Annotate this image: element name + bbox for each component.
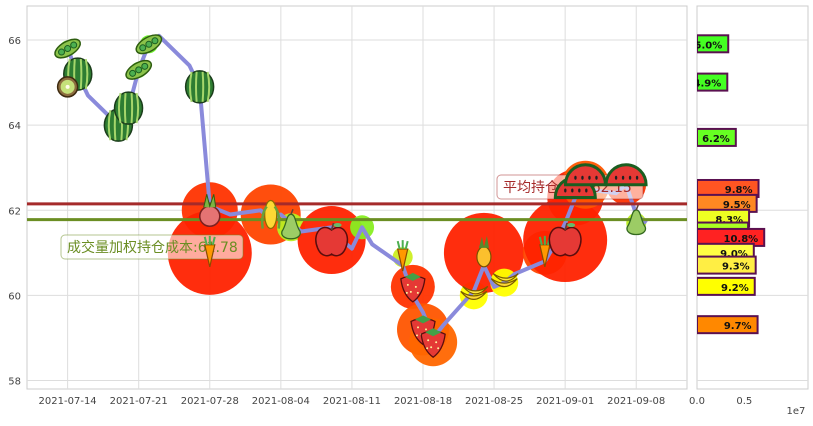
distribution-bar: 5.0% [695,34,730,54]
distribution-bar-label: 9.5% [723,200,751,211]
distribution-bar-label: 9.2% [721,283,749,294]
distribution-bar-label: 10.8% [724,234,759,245]
watermelon-icon [184,70,215,104]
main-gridlines [27,6,687,389]
side-axis-multiplier: 1e7 [787,406,806,417]
side-x-tick-label: 0.0 [689,396,705,407]
distribution-bar-label: 5.0% [695,40,723,51]
watermelon-slice-icon [604,163,648,187]
x-tick-label: 2021-09-01 [536,396,594,407]
distribution-bar-rect [697,255,757,275]
radish-icon [199,194,221,228]
x-tick-label: 2021-08-25 [465,396,523,407]
pear-icon [281,209,301,240]
side-x-tick-label: 0.5 [736,396,752,407]
distribution-bar-label: 9.8% [725,185,753,196]
pea-icon [135,34,163,55]
x-tick-label: 2021-08-04 [252,396,310,407]
banana-icon [460,285,489,300]
x-tick-label: 2021-07-28 [181,396,239,407]
distribution-bar: 9.3% [697,255,757,275]
distribution-bar-label: 9.7% [724,321,752,332]
distribution-bar-rect [697,127,737,147]
carrot-icon [396,240,409,272]
strawberry-icon [400,272,426,303]
side-bar-panel: 5.0%4.9%6.2%9.8%9.5%8.3%8.2%10.8%9.0%9.3… [689,5,809,417]
x-tick-label: 2021-09-08 [607,396,665,407]
reference-label: 成交量加权持仓成本:61.78 [60,234,244,260]
y-tick-label: 60 [8,291,21,302]
apple-icon [548,222,582,257]
y-tick-label: 64 [8,121,21,132]
distribution-bar-label: 9.0% [720,249,748,260]
reference-label-box [60,234,244,260]
distribution-bar: 6.2% [697,127,737,147]
x-tick-label: 2021-08-18 [394,396,452,407]
distribution-bar-label: 4.9% [694,79,722,90]
distribution-bar-label: 8.3% [715,215,743,226]
distribution-bar: 9.7% [697,315,759,335]
main-plot-content: 平均持仓成本:62.15成交量加权持仓成本:61.78 [27,33,687,367]
side-bar-content: 5.0%4.9%6.2%9.8%9.5%8.3%8.2%10.8%9.0%9.3… [694,34,766,335]
apple-icon [315,222,349,257]
banana-icon [490,273,519,288]
main-plot-panel: 58 60 62 64 66 2021-07-14 2021-07-21 2021-07-2… [8,5,688,407]
x-tick-label: 2021-07-14 [39,396,97,407]
distribution-bar-rect [697,34,730,54]
y-tick-label: 66 [8,36,21,47]
watermelon-icon [113,91,144,125]
x-tick-label: 2021-07-21 [110,396,168,407]
y-axis-ticks: 58 60 62 64 66 [8,36,21,387]
distribution-bar-rect [697,72,729,92]
distribution-bar: 9.2% [697,276,756,296]
pineapple-icon [476,235,492,268]
distribution-bar-rect [697,315,759,335]
pear-icon [626,204,646,236]
x-axis-ticks: 2021-07-14 2021-07-21 2021-07-28 2021-08-04… [39,396,666,407]
reference-label-text: 成交量加权持仓成本:61.78 [67,239,238,256]
distribution-bar-rect [697,276,756,296]
pea-icon [54,38,81,59]
pea-icon [125,59,153,80]
x-tick-label: 2021-08-11 [323,396,381,407]
strawberry-icon [420,328,446,358]
side-x-axis-ticks: 0.0 0.5 [689,396,752,407]
y-tick-label: 62 [8,206,21,217]
fruit-icon-layer [54,34,648,358]
carrot-icon [203,235,216,267]
kiwi-icon [56,76,79,98]
distribution-bar: 4.9% [694,72,729,92]
distribution-bar-label: 6.2% [702,134,730,145]
corn-icon [260,199,281,230]
y-tick-label: 58 [8,376,21,387]
watermelon-slice-icon [563,163,607,187]
distribution-bar-label: 9.3% [722,262,750,273]
